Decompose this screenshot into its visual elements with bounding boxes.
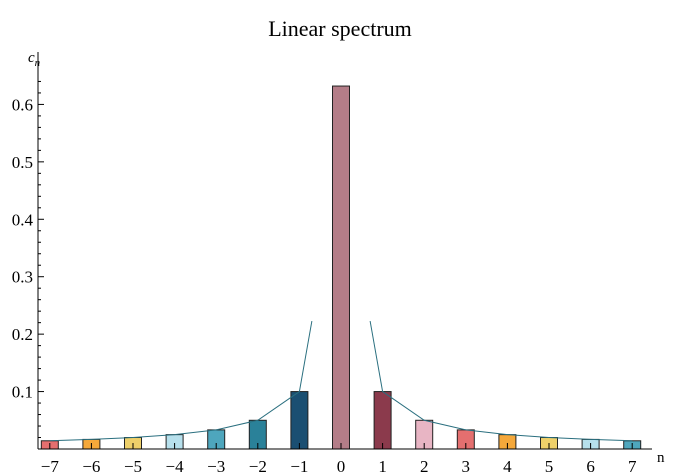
x-tick-label: −6 (82, 457, 100, 476)
y-axis-label-main: c (28, 50, 35, 66)
axes-layer: 0.1 0.2 0.3 0.4 0.5 0.6 −7 −6 −5 −4 −3 −2 −1 0 1 2 3 4 5 6 7 (12, 52, 652, 476)
bar-n-0 (332, 85, 350, 450)
x-tick-label: −4 (166, 457, 185, 476)
bar-n-1 (373, 391, 392, 450)
y-tick-label: 0.4 (12, 210, 34, 229)
x-tick-label: −1 (290, 457, 308, 476)
x-tick-label: 0 (337, 457, 346, 476)
x-tick-label: −2 (249, 457, 267, 476)
x-tick-label: 5 (545, 457, 554, 476)
x-tick-label: −7 (41, 457, 60, 476)
y-tick-label: 0.2 (12, 325, 33, 344)
x-tick-label: −3 (207, 457, 225, 476)
x-tick-label: 1 (378, 457, 387, 476)
y-tick-label: 0.3 (12, 268, 33, 287)
x-tick-label: 6 (586, 457, 595, 476)
y-tick-label: 0.5 (12, 153, 33, 172)
x-tick-label: 7 (628, 457, 637, 476)
chart-title: Linear spectrum (268, 16, 412, 41)
x-tick-label: 3 (462, 457, 471, 476)
y-tick-label: 0.1 (12, 383, 33, 402)
y-axis-label: cn (28, 50, 41, 69)
y-tick-label: 0.6 (12, 95, 33, 114)
bars-layer (40, 85, 642, 450)
x-tick-label: −5 (124, 457, 142, 476)
x-tick-label: 2 (420, 457, 429, 476)
bar-n-minus-1 (290, 391, 309, 450)
envelope-layer (49, 320, 633, 442)
envelope-right (369, 320, 633, 442)
x-axis-label: n (657, 450, 665, 466)
x-tick-label: 4 (503, 457, 512, 476)
envelope-left (49, 320, 313, 442)
